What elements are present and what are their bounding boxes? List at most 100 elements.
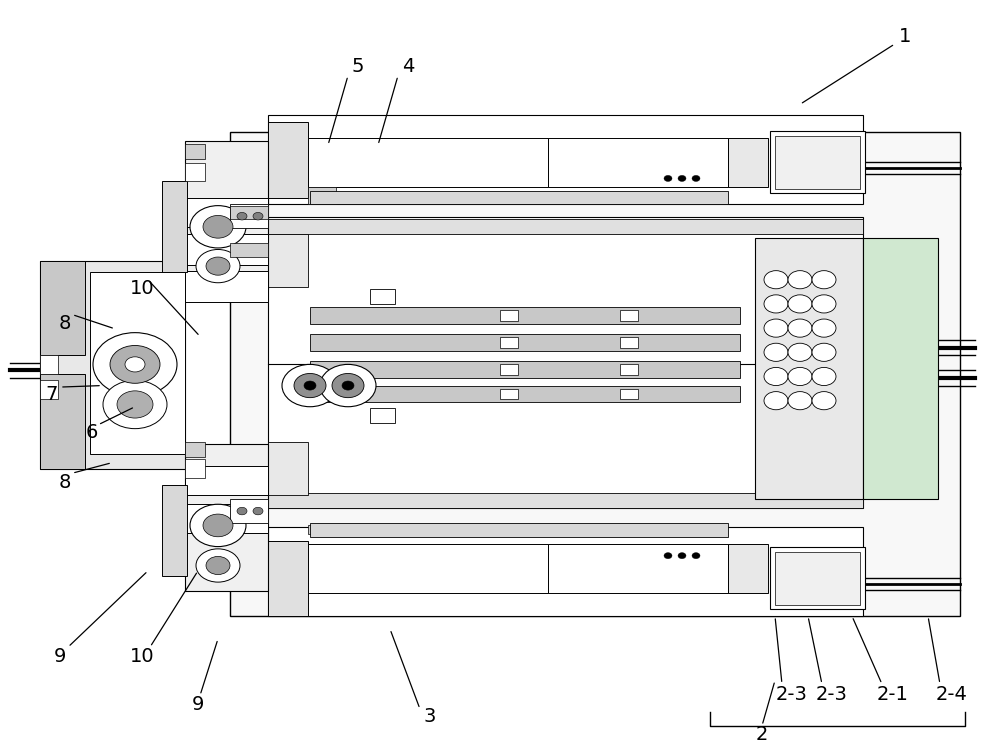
Bar xyxy=(620,389,638,399)
Bar xyxy=(230,206,268,219)
Bar xyxy=(268,527,863,616)
Circle shape xyxy=(692,175,700,181)
Circle shape xyxy=(117,391,153,418)
Text: 10: 10 xyxy=(130,646,154,666)
Circle shape xyxy=(692,553,700,559)
Bar xyxy=(40,355,58,374)
Circle shape xyxy=(664,553,672,559)
Bar xyxy=(185,504,268,533)
Bar xyxy=(268,217,863,508)
Circle shape xyxy=(203,215,233,238)
Circle shape xyxy=(253,507,263,515)
Bar xyxy=(40,380,58,399)
Bar xyxy=(370,289,395,304)
Bar xyxy=(775,136,860,189)
Text: 2-1: 2-1 xyxy=(877,684,909,704)
Bar xyxy=(185,442,205,457)
Bar xyxy=(863,238,938,499)
Bar xyxy=(230,243,268,257)
Bar xyxy=(755,238,863,499)
Bar xyxy=(185,466,268,495)
Bar xyxy=(268,122,308,198)
Circle shape xyxy=(203,514,233,537)
Bar xyxy=(185,141,268,289)
Circle shape xyxy=(812,367,836,386)
Bar xyxy=(185,459,205,478)
Circle shape xyxy=(196,549,240,582)
Circle shape xyxy=(764,319,788,337)
Bar xyxy=(162,485,187,576)
Bar xyxy=(310,307,740,324)
Bar xyxy=(310,334,740,351)
Circle shape xyxy=(304,381,316,390)
Text: 9: 9 xyxy=(192,695,204,714)
Bar xyxy=(500,364,518,375)
Bar xyxy=(728,138,768,187)
Circle shape xyxy=(237,212,247,220)
Bar xyxy=(268,493,863,508)
Bar xyxy=(268,115,863,204)
Circle shape xyxy=(788,319,812,337)
Circle shape xyxy=(342,381,354,390)
Bar xyxy=(268,541,308,616)
Bar xyxy=(268,234,308,287)
Circle shape xyxy=(812,319,836,337)
Text: 5: 5 xyxy=(352,57,364,76)
Circle shape xyxy=(678,553,686,559)
Text: 10: 10 xyxy=(130,279,154,299)
Bar xyxy=(230,132,960,616)
Circle shape xyxy=(253,212,263,220)
Bar xyxy=(230,204,268,228)
Circle shape xyxy=(332,373,364,398)
Text: 4: 4 xyxy=(402,57,414,76)
Bar xyxy=(230,499,268,523)
Text: 9: 9 xyxy=(54,646,66,666)
Bar xyxy=(620,310,638,321)
Text: 1: 1 xyxy=(899,26,911,46)
Bar xyxy=(90,272,185,454)
Bar xyxy=(308,138,548,187)
Bar xyxy=(310,191,728,204)
Bar xyxy=(310,361,740,378)
Bar xyxy=(185,234,268,265)
Bar xyxy=(310,523,728,537)
Circle shape xyxy=(93,333,177,396)
Text: 8: 8 xyxy=(59,314,71,333)
Circle shape xyxy=(764,367,788,386)
Circle shape xyxy=(664,175,672,181)
Bar xyxy=(308,525,336,534)
Bar xyxy=(185,163,205,181)
Circle shape xyxy=(812,343,836,361)
Circle shape xyxy=(812,295,836,313)
Circle shape xyxy=(110,345,160,383)
Bar xyxy=(770,547,865,609)
Circle shape xyxy=(196,249,240,283)
Circle shape xyxy=(190,206,246,248)
Circle shape xyxy=(125,357,145,372)
Circle shape xyxy=(788,295,812,313)
Bar xyxy=(770,131,865,193)
Bar xyxy=(40,261,185,469)
Bar xyxy=(268,442,308,495)
Circle shape xyxy=(764,343,788,361)
Circle shape xyxy=(764,271,788,289)
Bar xyxy=(162,181,187,272)
Circle shape xyxy=(764,392,788,410)
Circle shape xyxy=(812,392,836,410)
Text: 6: 6 xyxy=(86,423,98,442)
Bar xyxy=(308,544,548,593)
Bar xyxy=(620,337,638,348)
Circle shape xyxy=(764,295,788,313)
Bar xyxy=(620,364,638,375)
Bar xyxy=(728,544,768,593)
Circle shape xyxy=(678,175,686,181)
Bar xyxy=(268,219,863,234)
Text: 3: 3 xyxy=(424,707,436,727)
Bar xyxy=(500,389,518,399)
Circle shape xyxy=(206,257,230,275)
Bar xyxy=(500,310,518,321)
Circle shape xyxy=(294,373,326,398)
Circle shape xyxy=(103,380,167,429)
Circle shape xyxy=(788,367,812,386)
Bar xyxy=(548,138,728,187)
